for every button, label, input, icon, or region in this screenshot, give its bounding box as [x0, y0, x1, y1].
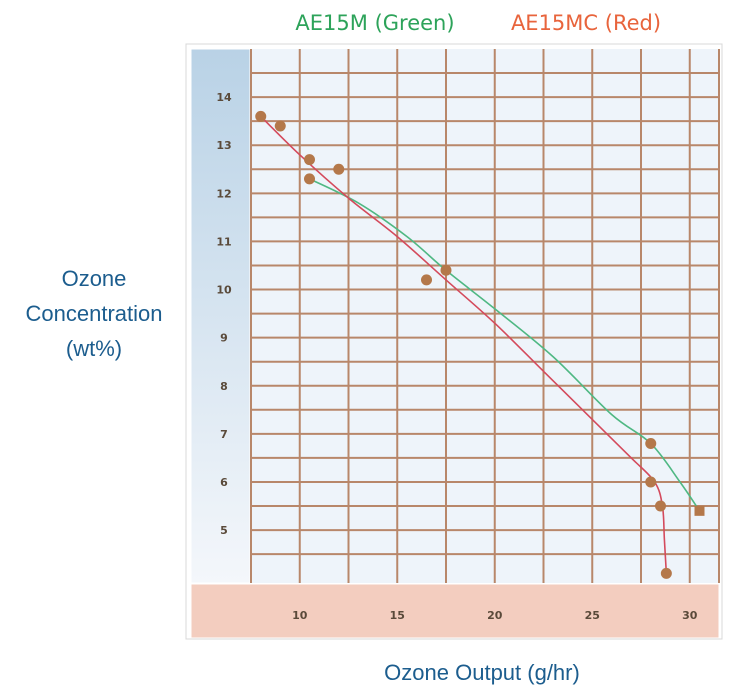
plot-area — [251, 49, 719, 583]
y-axis-title-line-2: Concentration — [26, 301, 163, 326]
data-point-ae15mc — [333, 163, 345, 175]
y-axis-title-line-3: (wt%) — [66, 336, 122, 361]
y-axis-title-line-1: Ozone — [62, 266, 127, 291]
y-axis-band — [190, 48, 251, 584]
x-axis-title: Ozone Output (g/hr) — [384, 660, 580, 685]
y-tick-label: 10 — [216, 284, 232, 297]
y-tick-label: 13 — [216, 139, 231, 152]
data-point-ae15m — [694, 505, 705, 516]
data-point-ae15mc — [655, 500, 666, 512]
x-tick-label: 10 — [292, 609, 308, 622]
legend-ae15m: AE15M (Green) — [295, 11, 454, 35]
data-point-ae15m — [645, 437, 657, 449]
legend-ae15mc: AE15MC (Red) — [511, 11, 661, 35]
y-tick-label: 14 — [216, 91, 232, 104]
data-point-ae15mc — [274, 120, 286, 132]
y-tick-label: 7 — [220, 428, 228, 441]
data-point-ae15mc — [255, 110, 267, 122]
data-point-ae15mc — [421, 274, 432, 286]
x-tick-label: 30 — [682, 609, 698, 622]
x-tick-label: 25 — [585, 609, 600, 622]
data-point-ae15mc — [645, 476, 657, 488]
y-tick-label: 12 — [216, 187, 231, 200]
data-point-ae15m — [304, 173, 315, 185]
data-point-ae15mc — [660, 567, 672, 579]
x-tick-labels: 10 15 20 25 30 — [292, 609, 698, 622]
y-tick-label: 8 — [220, 380, 228, 393]
data-points — [255, 110, 705, 579]
data-point-ae15m — [440, 264, 452, 276]
x-tick-label: 20 — [487, 609, 503, 622]
grid — [250, 49, 720, 583]
y-tick-label: 6 — [220, 476, 228, 489]
x-axis-band — [190, 583, 720, 639]
y-tick-label: 11 — [216, 235, 231, 248]
x-tick-label: 15 — [390, 609, 405, 622]
y-tick-labels: 5 6 7 8 9 10 11 12 13 14 — [216, 91, 232, 537]
data-point-ae15mc — [304, 154, 315, 166]
y-tick-label: 5 — [220, 524, 228, 537]
trend-line-ae15m — [309, 178, 701, 512]
y-tick-label: 9 — [220, 332, 228, 345]
